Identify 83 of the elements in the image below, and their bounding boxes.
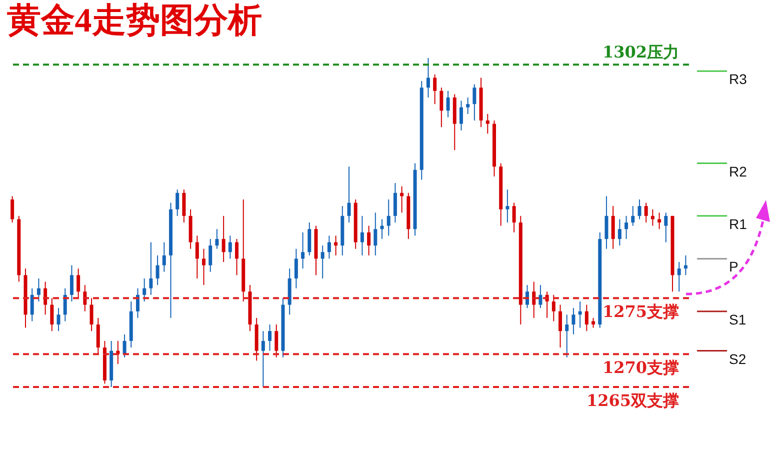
candlestick [308,222,312,256]
candlestick [664,212,668,243]
candlestick [380,218,384,240]
candlestick [228,235,232,260]
candlestick [96,317,100,355]
candlestick [386,198,390,236]
candlestick [50,298,54,332]
ref-line-label: 1270支撑 [602,358,679,378]
candlestick [426,58,430,98]
candlestick [565,314,569,358]
candlestick [334,235,338,256]
candlestick [294,248,298,289]
candlestick [631,206,635,226]
candlestick [684,254,688,276]
candlestick [30,288,34,322]
chart-title: 黄金4走势图分析 [6,2,262,40]
candlestick [10,196,14,223]
candlestick [142,278,146,302]
candlestick [650,208,654,226]
candlestick [374,212,378,256]
candlestick [360,215,364,256]
candlestick [638,198,642,220]
candlestick [149,242,153,296]
candlestick [578,300,582,328]
candlestick [222,215,226,262]
candlestick [235,238,239,276]
ref-line-label: 1265双支撑 [586,391,679,410]
candlestick [466,96,470,114]
candlestick [624,215,628,240]
candlestick [506,189,510,223]
candlestick [677,261,681,292]
candlestick [215,228,219,250]
candlestick [274,324,278,358]
ref-line-label: P [729,258,738,275]
candlestick [261,330,265,388]
candlestick [327,235,331,260]
candlestick [572,308,576,335]
candlestick [195,235,199,279]
candlestick [558,304,562,348]
candlestick [268,324,272,352]
candlestick [367,225,371,256]
candlestick [202,248,206,286]
candlestick [162,242,166,272]
ref-line-label: R1 [729,216,748,232]
candlestick [486,113,490,134]
ref-line-label: S2 [729,350,746,367]
candlestick [618,218,622,246]
candlestick [122,334,126,358]
candlestick [56,308,60,332]
candlestick [208,238,212,272]
candlestick [76,268,80,299]
candlestick [70,264,74,302]
ref-line-label: 1302压力 [602,42,679,62]
candlestick [301,232,305,270]
candlestick [552,294,556,322]
ref-line-label: R3 [729,71,748,88]
candlestick [532,281,536,318]
candlestick [182,189,186,223]
candlestick [176,189,180,216]
candlestick [592,317,596,328]
candlestick [584,304,588,332]
candlestick [136,288,140,318]
candlestick [644,202,648,223]
candlestick [440,87,444,128]
candlestick [347,166,351,223]
candlestick [658,212,662,230]
ref-line-label: S1 [729,311,746,328]
candlestick [446,90,450,118]
candlestick [472,84,476,122]
candlestick [604,196,608,250]
candlestick [320,245,324,279]
candlestick [400,186,404,214]
candlestick [459,100,463,131]
candlestick [538,284,542,309]
candlestick [433,74,437,105]
candlestick [36,278,40,302]
candlestick [393,182,397,223]
ref-line-label: 1275支撑 [602,302,679,322]
candlestick [156,254,160,286]
candlestick [611,206,615,250]
candlestick [512,202,516,233]
candlestick [90,298,94,332]
ref-line-label: R2 [729,163,748,180]
